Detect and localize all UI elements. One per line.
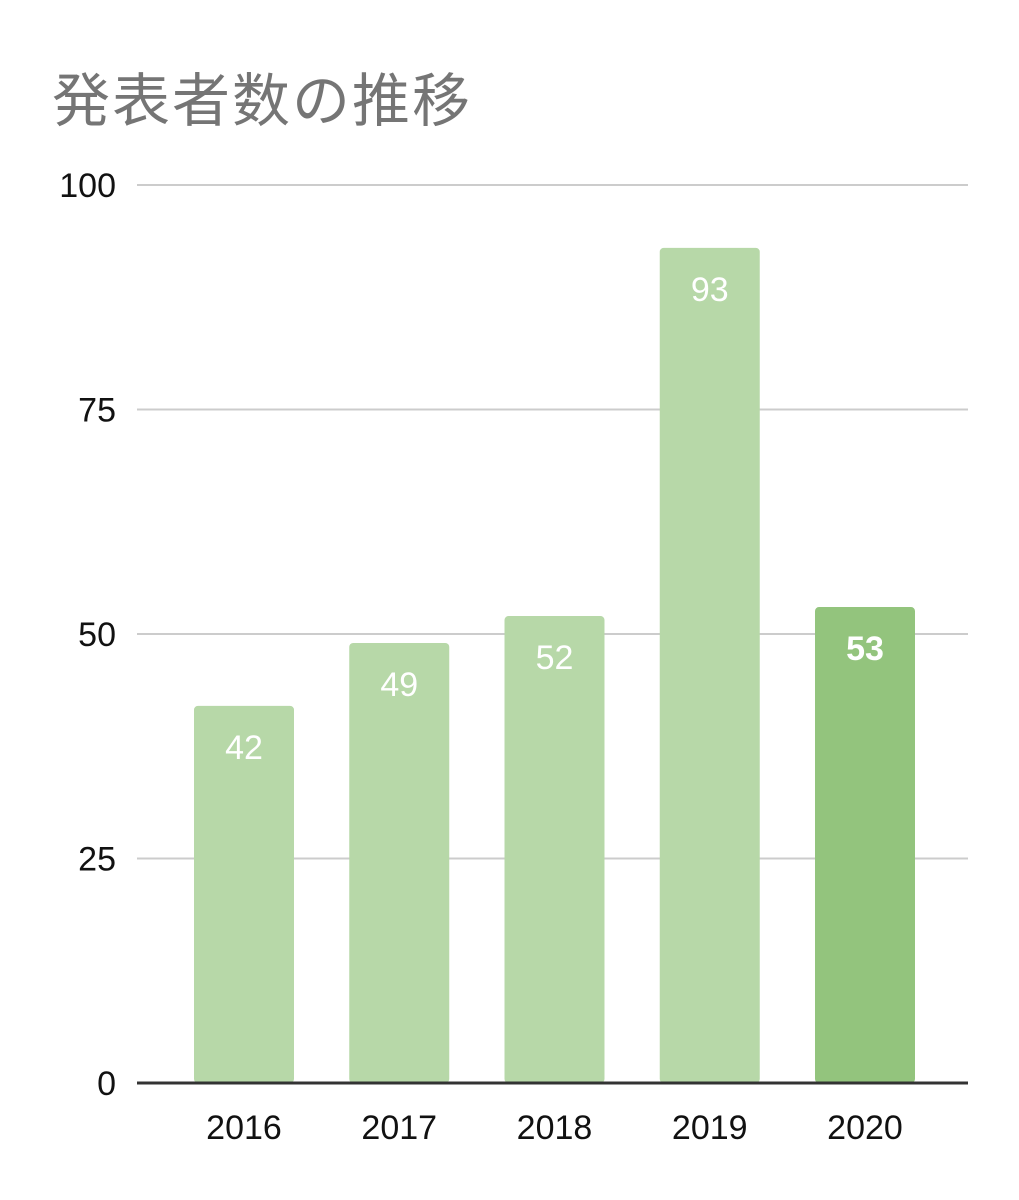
x-tick-label: 2017 [361, 1109, 437, 1147]
y-tick-label: 100 [59, 167, 116, 205]
x-tick-label: 2019 [672, 1109, 748, 1147]
x-tick-label: 2018 [517, 1109, 593, 1147]
bar [349, 642, 450, 1083]
data-label: 49 [380, 666, 418, 704]
y-tick-label: 50 [78, 616, 116, 654]
data-label: 52 [536, 639, 574, 677]
x-axis-ticks: 2016 2017 2018 2019 2020 [206, 1109, 903, 1147]
data-label: 93 [691, 271, 729, 309]
x-tick-label: 2016 [206, 1109, 282, 1147]
bars [194, 247, 915, 1084]
bar [815, 607, 915, 1083]
x-tick-label: 2020 [827, 1109, 903, 1147]
y-tick-label: 75 [78, 392, 116, 430]
y-tick-label: 25 [78, 841, 116, 879]
y-axis-ticks: 0 25 50 75 100 [59, 167, 116, 1103]
y-tick-label: 0 [97, 1065, 116, 1103]
bar [504, 616, 605, 1083]
chart-title: 発表者数の推移 [52, 67, 473, 135]
data-label: 53 [846, 630, 884, 668]
data-label: 42 [225, 729, 263, 767]
bar [659, 247, 760, 1084]
data-labels: 42 49 52 93 53 [225, 271, 884, 767]
bar [194, 705, 294, 1083]
